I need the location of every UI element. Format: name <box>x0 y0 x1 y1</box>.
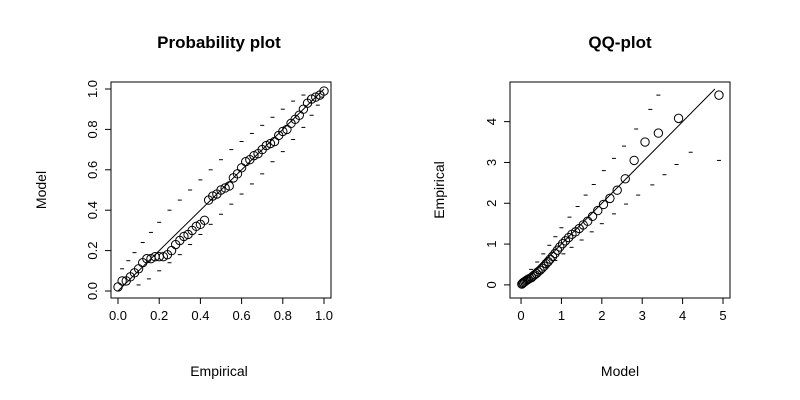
probability-plot-y-axis-label: Model <box>33 171 49 209</box>
qq-plot-point <box>557 238 568 249</box>
probability-plot-point <box>199 215 210 226</box>
probability-plot-envelope <box>120 94 324 286</box>
probability-plot-x-tick-label: 0.0 <box>109 308 127 323</box>
probability-plot-point <box>236 163 247 173</box>
qq-plot-x-tick-label: 1 <box>558 308 565 323</box>
probability-plot-x-tick-label: 0.8 <box>274 308 292 323</box>
probability-plot-y-tick-label: 0.0 <box>85 282 100 300</box>
qq-plot-y-axis-label: Empirical <box>431 161 447 219</box>
probability-plot-point <box>319 86 329 96</box>
qq-plot-x-ticks: 0 1 2 3 4 5 <box>517 298 727 323</box>
probability-plot-x-tick-label: 0.6 <box>233 308 251 323</box>
probability-plot-y-tick-label: 0.4 <box>85 201 100 219</box>
qq-plot-panel: QQ-plot Model Empirical 0 1 2 3 4 5 0 1 2 3 4 <box>431 33 731 379</box>
qq-plot-reference-line <box>520 88 716 286</box>
probability-plot-panel: Probability plot Empirical Model 0.0 0.2 0… <box>33 33 333 379</box>
probability-plot-point <box>224 181 234 191</box>
qq-plot-point <box>653 128 664 138</box>
probability-plot-y-tick-label: 0.6 <box>85 161 100 179</box>
qq-plot-y-tick-label: 2 <box>484 200 499 207</box>
qq-plot-y-tick-label: 3 <box>484 159 499 166</box>
qq-plot-x-tick-label: 5 <box>719 308 726 323</box>
probability-plot-y-tick-label: 1.0 <box>85 80 100 98</box>
qq-plot-point <box>560 236 571 246</box>
probability-plot-title: Probability plot <box>157 33 281 52</box>
qq-plot-point <box>564 232 574 243</box>
probability-plot-frame <box>110 81 332 299</box>
qq-plot-point <box>550 248 560 259</box>
qq-plot-y-tick-label: 1 <box>484 240 499 247</box>
qq-plot-point <box>555 242 565 252</box>
qq-plot-y-ticks: 0 1 2 3 4 <box>484 118 510 288</box>
probability-plot-point <box>113 282 123 292</box>
qq-plot-point <box>593 205 603 216</box>
qq-plot-point <box>714 90 724 100</box>
probability-plot-y-ticks: 0.0 0.2 0.4 0.6 0.8 1.0 <box>85 80 111 300</box>
qq-plot-point <box>629 155 639 166</box>
qq-plot-x-tick-label: 4 <box>679 308 686 323</box>
qq-plot-point <box>673 113 684 124</box>
probability-plot-x-tick-label: 0.2 <box>150 308 168 323</box>
probability-plot-x-tick-label: 1.0 <box>315 308 333 323</box>
qq-plot-point <box>545 254 555 264</box>
qq-plot-x-axis-label: Model <box>601 363 639 379</box>
qq-plot-x-tick-label: 0 <box>517 308 524 323</box>
qq-plot-reference-line-segment <box>520 88 716 286</box>
qq-plot-point <box>587 211 598 222</box>
qq-plot-x-tick-label: 3 <box>639 308 646 323</box>
qq-plot-point <box>612 185 622 195</box>
qq-plot-x-tick-label: 2 <box>598 308 605 323</box>
qq-plot-point <box>620 174 630 184</box>
probability-plot-point <box>117 276 127 286</box>
probability-plot-points <box>113 86 329 292</box>
qq-plot-point <box>582 216 593 226</box>
probability-plot-x-tick-label: 0.4 <box>191 308 209 323</box>
qq-plot-point <box>605 193 615 204</box>
qq-plot-point <box>598 199 609 210</box>
qq-plot-point <box>547 251 558 262</box>
qq-plot-title: QQ-plot <box>588 33 652 52</box>
qq-plot-points <box>517 90 724 289</box>
probability-plot-x-ticks: 0.0 0.2 0.4 0.6 0.8 1.0 <box>109 298 333 323</box>
qq-plot-point <box>640 137 650 147</box>
qq-plot-frame <box>509 81 731 299</box>
probability-plot-y-tick-label: 0.2 <box>85 242 100 260</box>
probability-plot-x-axis-label: Empirical <box>190 363 248 379</box>
probability-plot-y-tick-label: 0.8 <box>85 120 100 138</box>
qq-plot-point <box>552 245 563 255</box>
qq-plot-y-tick-label: 0 <box>484 281 499 288</box>
qq-plot-y-tick-label: 4 <box>484 118 499 125</box>
